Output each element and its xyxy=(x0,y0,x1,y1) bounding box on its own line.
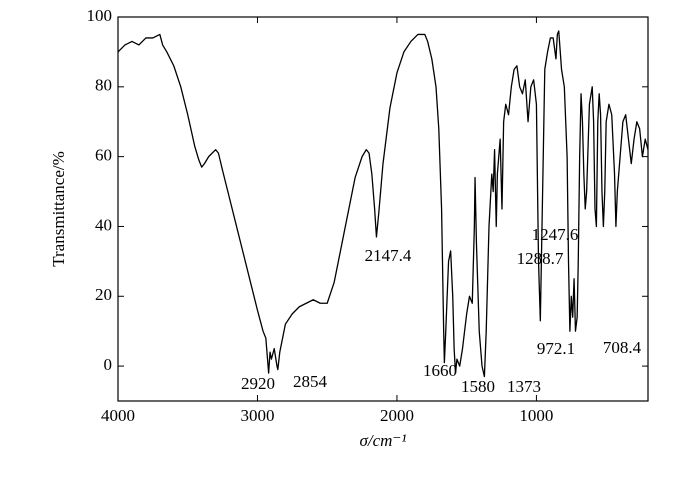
y-tick-label: 60 xyxy=(95,146,112,165)
y-tick-label: 20 xyxy=(95,285,112,304)
y-tick-label: 0 xyxy=(104,355,113,374)
x-tick-label: 2000 xyxy=(380,406,414,425)
peak-label: 1660 xyxy=(423,361,457,380)
peak-label: 708.4 xyxy=(603,338,642,357)
x-axis-label: σ/cm⁻¹ xyxy=(360,431,407,450)
plot-frame xyxy=(117,16,649,402)
y-axis-label: Transmittance/% xyxy=(49,151,68,267)
spectrum-line xyxy=(117,30,649,378)
peak-label: 2147.4 xyxy=(365,246,412,265)
x-tick-label: 4000 xyxy=(101,406,135,425)
y-tick-label: 40 xyxy=(95,215,112,234)
x-tick-label: 1000 xyxy=(519,406,553,425)
y-tick-label: 80 xyxy=(95,76,112,95)
y-tick-label: 100 xyxy=(87,6,113,25)
peak-label: 2920 xyxy=(241,374,275,393)
peak-label: 972.1 xyxy=(537,339,575,358)
peak-label: 1373 xyxy=(507,377,541,396)
peak-label: 1580 xyxy=(461,377,495,396)
peak-label: 1247.6 xyxy=(532,225,579,244)
x-tick-label: 3000 xyxy=(240,406,274,425)
peak-label: 2854 xyxy=(293,372,328,391)
peak-label: 1288.7 xyxy=(517,249,564,268)
